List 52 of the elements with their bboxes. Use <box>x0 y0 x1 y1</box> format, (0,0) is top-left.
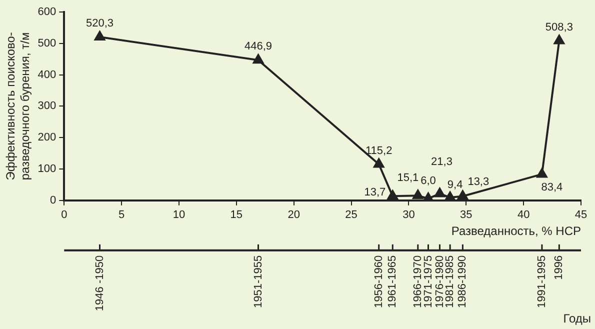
data-label: 115,2 <box>365 144 392 157</box>
text: 1966-1970 <box>412 255 424 308</box>
point <box>94 31 106 41</box>
y-tick-label: 300 <box>38 100 56 112</box>
text: 1991-1995 <box>536 255 548 308</box>
x-tick-label: 25 <box>345 209 358 222</box>
data-label: 446,9 <box>244 40 272 53</box>
text: 1961-1965 <box>386 255 399 308</box>
x-tick-label: 45 <box>574 209 588 222</box>
x-tick-label: 40 <box>517 209 530 222</box>
text: 1986-1990 <box>456 255 469 308</box>
data-label: 13,7 <box>364 186 386 199</box>
point <box>554 34 565 44</box>
point <box>536 168 548 178</box>
point <box>412 190 424 200</box>
x-tick-label: 30 <box>402 209 415 222</box>
data-label: 83,4 <box>541 182 563 194</box>
x-tick-label: 5 <box>118 209 125 222</box>
data-label: 21,3 <box>431 156 452 168</box>
y-tick-label: 0 <box>50 194 56 206</box>
text: 1976-1980 <box>434 255 446 308</box>
text: 1946 -1950 <box>94 255 106 312</box>
data-label: 520,3 <box>86 18 114 30</box>
point <box>252 54 264 64</box>
data-label: 6,0 <box>420 175 436 188</box>
text: 1951-1955 <box>252 255 264 308</box>
text: 1996 <box>553 255 566 280</box>
y-tick-label: 600 <box>38 6 56 18</box>
data-label: 9,4 <box>447 178 463 191</box>
x-axis-title: Разведанность, % НСР <box>451 224 581 238</box>
text: 1971-1975 <box>422 255 434 308</box>
y-tick-label: 200 <box>38 132 56 144</box>
text: Годы <box>563 311 591 326</box>
x-tick-label: 0 <box>61 209 68 222</box>
x-tick-label: 35 <box>460 209 472 222</box>
y-tick-label: 100 <box>38 163 56 176</box>
point <box>374 158 384 168</box>
text: 1956-1960 <box>372 255 385 308</box>
y-tick-label: 400 <box>38 68 56 81</box>
point <box>434 188 446 198</box>
x-tick-label: 10 <box>172 209 186 222</box>
x-tick-label: 15 <box>230 209 243 222</box>
point <box>444 191 456 200</box>
y-tick-label: 500 <box>38 37 56 50</box>
data-label: 15,1 <box>397 172 419 184</box>
y-axis-title: Эффективность поисково-разведочного бурения, т/м <box>4 32 32 180</box>
data-label: 13,3 <box>468 176 490 188</box>
point <box>387 190 398 200</box>
point <box>457 190 468 200</box>
text: 1981-1985 <box>444 255 456 308</box>
data-label: 508,3 <box>545 21 573 34</box>
x-tick-label: 20 <box>288 209 300 222</box>
